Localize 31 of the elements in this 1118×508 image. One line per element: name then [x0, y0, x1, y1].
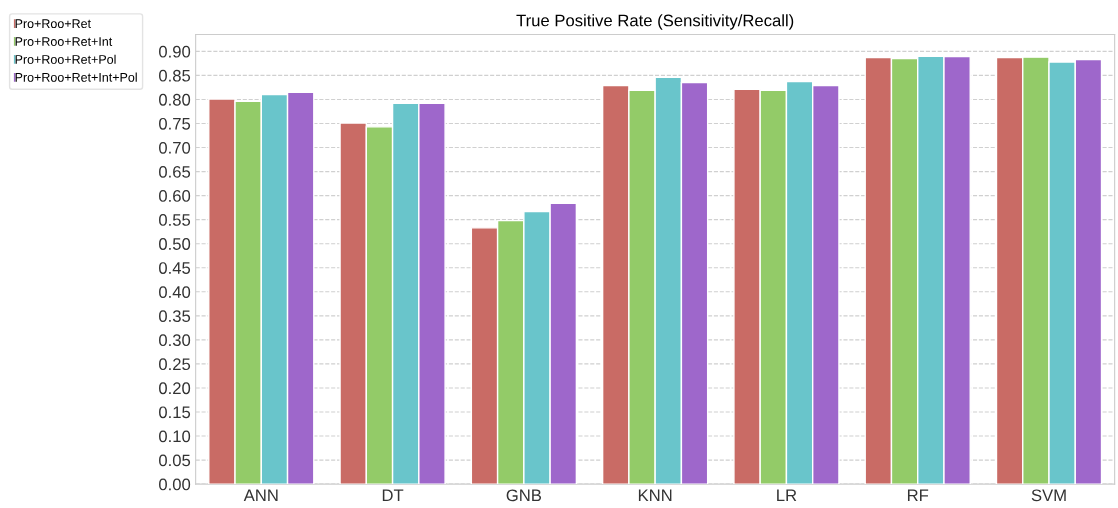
y-tick-label: 0.55: [159, 214, 191, 226]
x-tick-label: RF: [907, 489, 929, 502]
y-tick-label: 0.75: [159, 117, 191, 130]
y-tick-label: 0.85: [159, 69, 191, 82]
y-tick-label: 0.35: [159, 310, 191, 323]
legend-label: Pro+Roo+Ret: [15, 19, 91, 29]
y-tick-label: 0.90: [159, 45, 191, 58]
y-tick-label: 0.50: [159, 238, 191, 250]
y-tick-label: 0.20: [159, 382, 191, 395]
chart-title: True Positive Rate (Sensitivity/Recall): [516, 14, 794, 30]
y-tick-label: 0.05: [159, 454, 191, 467]
y-tick-label: 0.60: [159, 190, 191, 202]
x-tick-label: SVM: [1031, 489, 1066, 502]
y-tick-label: 0.45: [159, 262, 191, 274]
y-tick-label: 0.25: [159, 358, 191, 371]
x-tick-label: GNB: [506, 489, 542, 502]
x-tick-label: DT: [382, 489, 404, 502]
y-tick-label: 0.00: [159, 478, 191, 491]
legend-label: Pro+Roo+Ret+Pol: [15, 54, 116, 64]
legend-label: Pro+Roo+Ret+Int: [15, 37, 113, 46]
y-tick-label: 0.40: [159, 286, 191, 298]
y-tick-label: 0.80: [159, 93, 191, 106]
x-tick-label: LR: [777, 489, 797, 502]
y-tick-label: 0.65: [159, 165, 191, 178]
x-tick-label: ANN: [243, 489, 278, 502]
y-tick-label: 0.15: [159, 406, 191, 419]
legend-label: Pro+Roo+Ret+Int+Pol: [15, 72, 137, 82]
x-tick-label: KNN: [638, 489, 672, 502]
y-tick-label: 0.70: [159, 141, 191, 154]
y-tick-label: 0.10: [159, 430, 191, 443]
y-tick-label: 0.30: [159, 334, 191, 347]
